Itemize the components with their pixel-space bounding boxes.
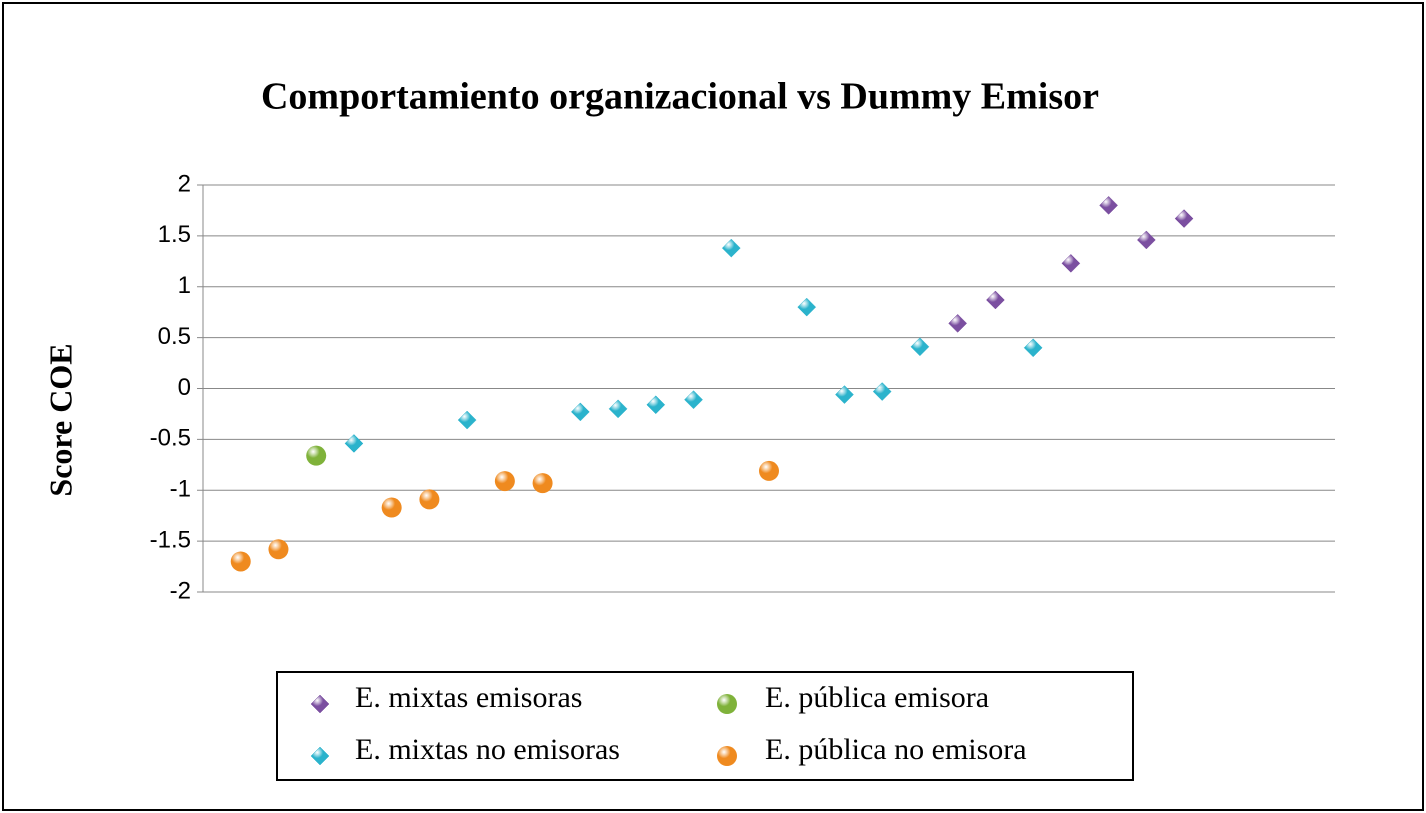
point (1061, 253, 1081, 273)
point (268, 539, 289, 560)
y-tick-label: -2 (170, 577, 191, 604)
point (797, 297, 817, 317)
y-tick-label: 1 (178, 272, 191, 299)
point (872, 382, 892, 401)
legend-label: E. mixtas emisoras (355, 681, 582, 714)
point (910, 337, 930, 357)
point (1099, 195, 1118, 215)
point (230, 551, 251, 572)
legend-marker (717, 694, 737, 714)
legend-marker (310, 746, 330, 766)
y-tick-label: -1 (170, 476, 191, 503)
y-tick-label: 1.5 (158, 221, 191, 248)
point (1174, 209, 1194, 228)
point (381, 497, 402, 518)
point (721, 238, 741, 258)
point (986, 290, 1005, 310)
y-tick-label: -1.5 (150, 526, 191, 553)
legend-label: E. pública emisora (765, 681, 989, 714)
point (1136, 230, 1156, 250)
chart-title: Comportamiento organizacional vs Dummy E… (261, 76, 1099, 118)
legend-marker (310, 694, 330, 714)
point (532, 473, 553, 494)
point (684, 390, 703, 410)
legend-label: E. mixtas no emisoras (355, 733, 620, 766)
point (835, 385, 854, 404)
legend-label: E. pública no emisora (765, 733, 1027, 766)
y-tick-label: 0.5 (158, 323, 191, 350)
y-tick-label: -0.5 (150, 425, 191, 452)
point (570, 402, 590, 422)
point (344, 434, 364, 453)
point (646, 395, 666, 415)
y-axis-label: Score COE (42, 343, 78, 496)
point (419, 489, 440, 510)
y-tick-label: 0 (178, 374, 191, 401)
point (306, 445, 327, 466)
y-tick-label: 2 (178, 170, 191, 197)
point (608, 399, 628, 419)
point (759, 460, 779, 481)
legend-marker (717, 746, 737, 766)
point (948, 314, 968, 333)
point (1023, 338, 1043, 358)
point (494, 471, 515, 492)
legend-box (276, 671, 1134, 781)
point (457, 410, 477, 430)
